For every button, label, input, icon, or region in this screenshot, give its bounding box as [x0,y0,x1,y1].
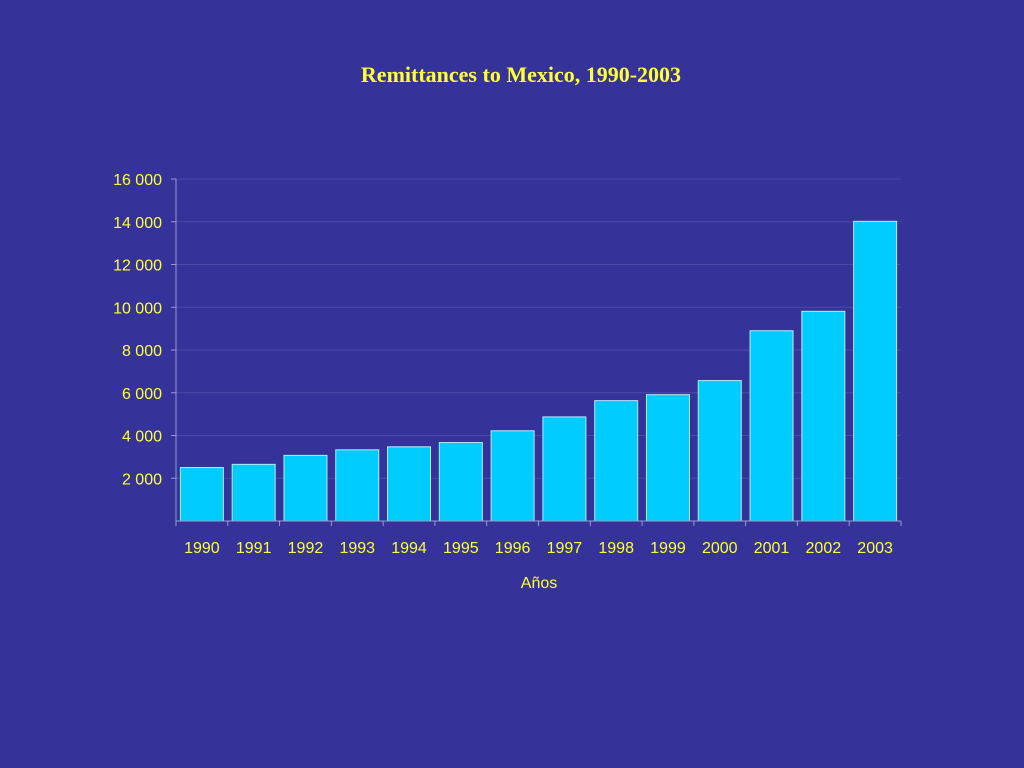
bar-2003 [853,220,898,522]
axes [171,178,902,526]
x-tick-label: 1991 [236,540,272,557]
bar-2001 [749,330,794,522]
x-tick-label: 1995 [443,540,479,557]
tick-labels: 2 000 4 000 6 000 8 000 10 000 12 000 14 000 16… [113,172,893,557]
bars [179,220,898,522]
y-tick-label: 16 000 [113,172,162,189]
x-tick-label: 1992 [288,540,324,557]
x-tick-label: 1999 [650,540,686,557]
chart-title: Remittances to Mexico, 1990-2003 [360,62,682,87]
bar-1991 [231,463,276,522]
x-axis-title: Años [521,575,557,592]
x-tick-label: 2003 [857,540,893,557]
y-tick-label: 8 000 [122,343,162,360]
bar-1997 [542,416,587,522]
x-tick-label: 2001 [754,540,790,557]
bar-1994 [387,446,432,522]
x-tick-label: 1993 [339,540,375,557]
bar-2002 [801,310,846,522]
x-tick-label: 1998 [598,540,634,557]
bar-1998 [594,400,639,522]
x-tick-label: 1990 [184,540,220,557]
bar-2000 [697,380,742,522]
y-tick-label: 12 000 [113,258,162,275]
y-tick-label: 4 000 [122,429,162,446]
x-tick-label: 2002 [806,540,842,557]
y-tick-label: 6 000 [122,386,162,403]
x-tick-label: 2000 [702,540,738,557]
y-tick-label: 10 000 [113,300,162,317]
bar-1999 [645,394,690,522]
bar-1996 [490,430,535,522]
x-tick-label: 1996 [495,540,531,557]
bar-1995 [438,442,483,522]
x-tick-label: 1997 [547,540,583,557]
bar-1992 [283,454,328,522]
bar-1990 [179,467,224,522]
y-tick-label: 2 000 [122,471,162,488]
bar-1993 [335,449,380,522]
y-tick-label: 14 000 [113,215,162,232]
x-tick-label: 1994 [391,540,427,557]
